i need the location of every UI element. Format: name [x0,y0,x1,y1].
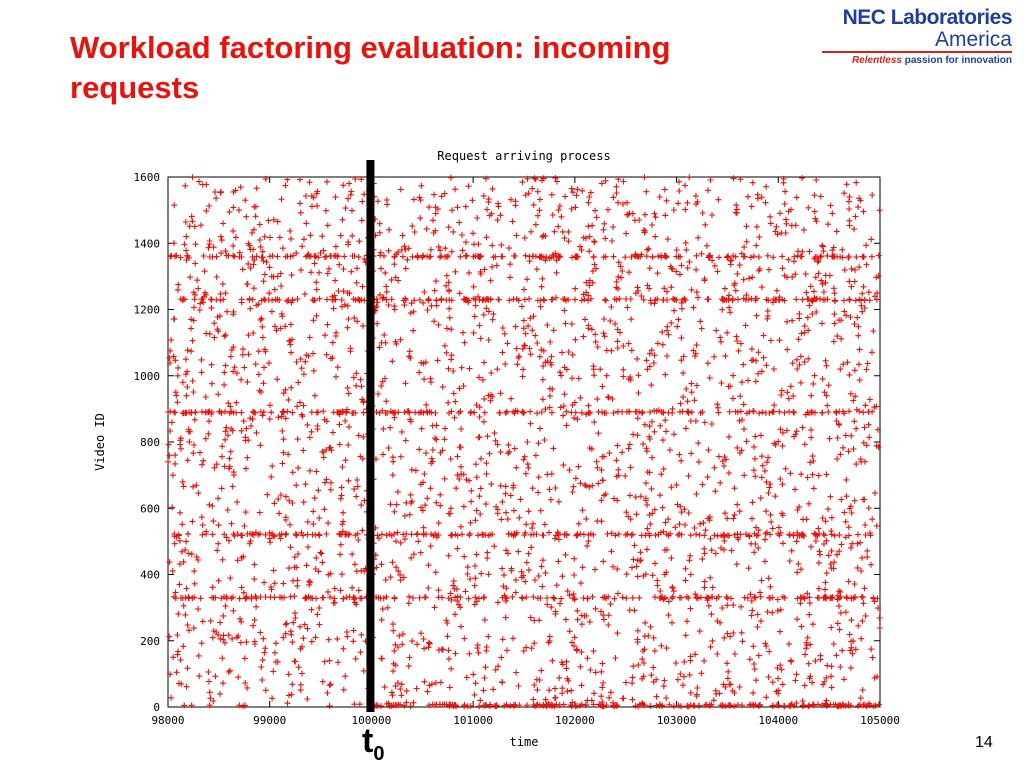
logo-tagline-rest: passion for innovation [901,55,1012,66]
y-tick-label: 600 [140,502,160,515]
y-tick-label: 400 [140,569,160,582]
x-axis-label: time [510,735,539,749]
x-tick-label: 103000 [657,714,697,727]
y-axis-label: Video ID [93,413,107,471]
scatter-points [165,174,883,710]
logo-line1: NEC Laboratories [842,6,1013,29]
logo-tagline: Relentless passion for innovation [822,54,1012,68]
logo-rule [822,51,1012,53]
x-tick-label: 98000 [151,714,184,727]
x-tick-label: 100000 [352,714,392,727]
slide-title: Workload factoring evaluation: incoming … [70,30,671,105]
y-tick-label: 1000 [134,370,161,383]
t0-label-main: t [362,722,374,760]
page-number: 14 [975,734,993,751]
x-tick-label: 99000 [253,714,286,727]
x-tick-label: 105000 [860,714,900,727]
y-tick-label: 800 [140,436,160,449]
y-tick-label: 1200 [134,304,161,317]
x-tick-label: 102000 [555,714,595,727]
x-tick-label: 104000 [758,714,798,727]
t0-label: t0 [362,722,384,766]
y-tick-label: 200 [140,635,160,648]
t0-label-sub: 0 [373,742,385,765]
chart-title: Request arriving process [437,149,610,163]
nec-logo: NEC Laboratories America Relentless pass… [822,6,1013,68]
logo-line2: America [934,28,1012,51]
y-tick-label: 1600 [134,171,161,184]
y-tick-label: 1400 [134,237,161,250]
logo-tagline-accent: Relentless [851,55,902,66]
x-tick-label: 101000 [453,714,493,727]
y-tick-label: 0 [153,701,160,714]
